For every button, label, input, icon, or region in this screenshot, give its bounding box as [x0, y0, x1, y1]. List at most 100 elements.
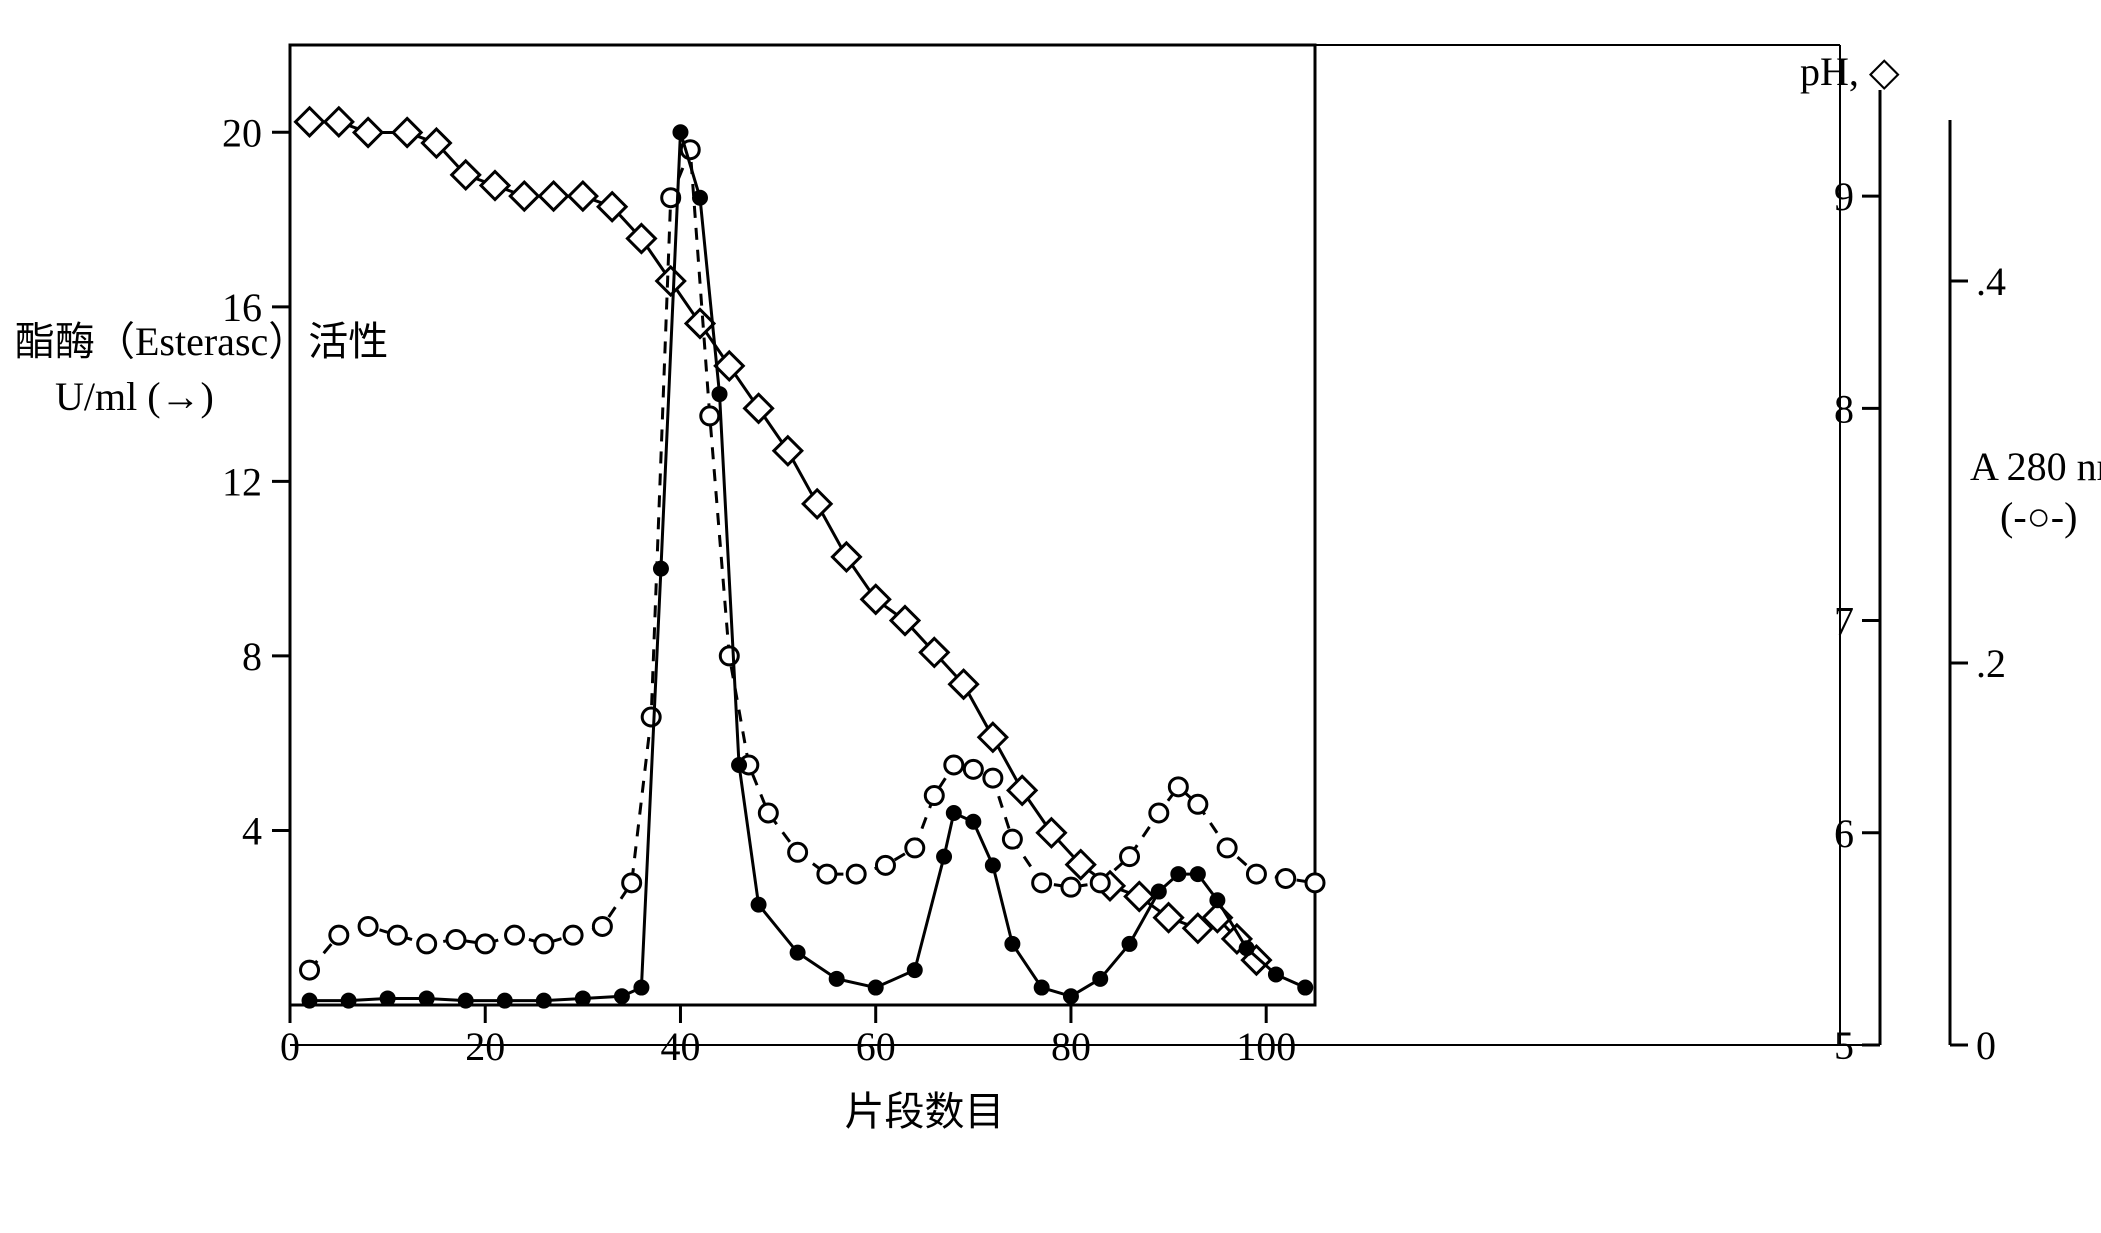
A280nm-marker	[945, 756, 963, 774]
x-tick-label: 40	[660, 1024, 700, 1069]
A280nm-marker	[623, 874, 641, 892]
A280nm-marker	[418, 935, 436, 953]
Esterase U/ml-marker	[342, 994, 356, 1008]
A280nm-marker	[818, 865, 836, 883]
A280nm-marker	[964, 760, 982, 778]
a280-tick-label: 0	[1976, 1023, 1996, 1068]
A280nm-marker	[1306, 874, 1324, 892]
ph-axis-label: pH, ◇	[1800, 49, 1900, 94]
A280nm-marker	[847, 865, 865, 883]
Esterase U/ml-marker	[732, 758, 746, 772]
pH-marker	[832, 543, 860, 571]
A280nm-marker	[984, 769, 1002, 787]
A280nm-marker	[476, 935, 494, 953]
A280nm-marker	[1150, 804, 1168, 822]
A280nm-marker	[1169, 778, 1187, 796]
A280nm-marker	[564, 926, 582, 944]
Esterase U/ml-marker	[1269, 967, 1283, 981]
Esterase U/ml-marker	[459, 994, 473, 1008]
Esterase U/ml-marker	[1035, 981, 1049, 995]
x-tick-label: 60	[856, 1024, 896, 1069]
Esterase U/ml-marker	[966, 815, 980, 829]
A280nm-marker	[876, 856, 894, 874]
yleft-label2: U/ml (→)	[55, 374, 214, 419]
Esterase U/ml-marker	[1191, 867, 1205, 881]
Esterase U/ml-marker	[1123, 937, 1137, 951]
pH-marker	[1008, 776, 1036, 804]
yleft-tick-label: 4	[242, 808, 262, 853]
A280nm-marker	[301, 961, 319, 979]
pH-marker	[540, 182, 568, 210]
Esterase U/ml-marker	[986, 858, 1000, 872]
chart-root: 020406080100片段数目48121620酯酶（Esterasc）活性U/…	[0, 0, 2101, 1233]
Esterase U/ml-marker	[381, 991, 395, 1005]
pH-marker	[979, 723, 1007, 751]
Esterase U/ml-marker	[947, 806, 961, 820]
A280nm-marker	[759, 804, 777, 822]
Esterase U/ml-marker	[908, 963, 922, 977]
chart-svg: 020406080100片段数目48121620酯酶（Esterasc）活性U/…	[0, 0, 2101, 1233]
pH-marker	[745, 394, 773, 422]
A280nm-marker	[1033, 874, 1051, 892]
A280nm-marker	[1062, 878, 1080, 896]
A280nm-marker	[1218, 839, 1236, 857]
Esterase U/ml-marker	[713, 387, 727, 401]
A280nm-marker	[789, 843, 807, 861]
pH-marker	[325, 108, 353, 136]
a280-tick-label: .2	[1976, 641, 2006, 686]
A280nm-marker	[1003, 830, 1021, 848]
pH-marker	[393, 118, 421, 146]
ph-tick-label: 9	[1834, 174, 1854, 219]
Esterase U/ml-marker	[303, 994, 317, 1008]
Esterase U/ml-marker	[693, 191, 707, 205]
pH-marker	[657, 267, 685, 295]
A280nm-marker	[359, 917, 377, 935]
A280nm-marker	[1247, 865, 1265, 883]
pH-marker	[481, 172, 509, 200]
Esterase U/ml-marker	[791, 946, 805, 960]
x-tick-label: 80	[1051, 1024, 1091, 1069]
x-tick-label: 20	[465, 1024, 505, 1069]
Esterase U/ml-marker	[498, 994, 512, 1008]
pH-marker	[862, 585, 890, 613]
a280-axis-label2: (-○-)	[2000, 494, 2077, 539]
ph-tick-label: 7	[1834, 599, 1854, 644]
x-axis-label: 片段数目	[845, 1089, 1005, 1134]
Esterase U/ml-marker	[576, 991, 590, 1005]
A280nm-marker	[906, 839, 924, 857]
A280nm-marker	[1091, 874, 1109, 892]
x-tick-label: 100	[1236, 1024, 1296, 1069]
Esterase U/ml-marker	[869, 981, 883, 995]
Esterase U/ml-marker	[673, 125, 687, 139]
A280nm-marker	[701, 407, 719, 425]
A280nm-marker	[720, 647, 738, 665]
A280nm-marker	[1277, 869, 1295, 887]
A280nm-marker	[506, 926, 524, 944]
pH-marker	[686, 309, 714, 337]
yleft-tick-label: 12	[222, 459, 262, 504]
Esterase U/ml-marker	[1064, 989, 1078, 1003]
pH-marker	[510, 182, 538, 210]
pH-marker	[1155, 904, 1183, 932]
Esterase U/ml-line	[310, 132, 1306, 1000]
Esterase U/ml-marker	[830, 972, 844, 986]
A280nm-marker	[388, 926, 406, 944]
pH-marker	[354, 118, 382, 146]
A280nm-marker	[447, 931, 465, 949]
a280-tick-label: .4	[1976, 259, 2006, 304]
Esterase U/ml-marker	[1298, 981, 1312, 995]
pH-marker	[774, 437, 802, 465]
Esterase U/ml-marker	[615, 989, 629, 1003]
Esterase U/ml-marker	[1171, 867, 1185, 881]
A280nm-marker	[642, 708, 660, 726]
Esterase U/ml-marker	[537, 994, 551, 1008]
a280-axis-label: A 280 nm	[1970, 444, 2101, 489]
A280nm-marker	[535, 935, 553, 953]
Esterase U/ml-marker	[1093, 972, 1107, 986]
A280nm-marker	[1189, 795, 1207, 813]
Esterase U/ml-marker	[1005, 937, 1019, 951]
yleft-label: 酯酶（Esterasc）活性	[15, 319, 388, 364]
A280nm-marker	[593, 917, 611, 935]
yleft-tick-label: 8	[242, 634, 262, 679]
A280nm-marker	[1121, 848, 1139, 866]
